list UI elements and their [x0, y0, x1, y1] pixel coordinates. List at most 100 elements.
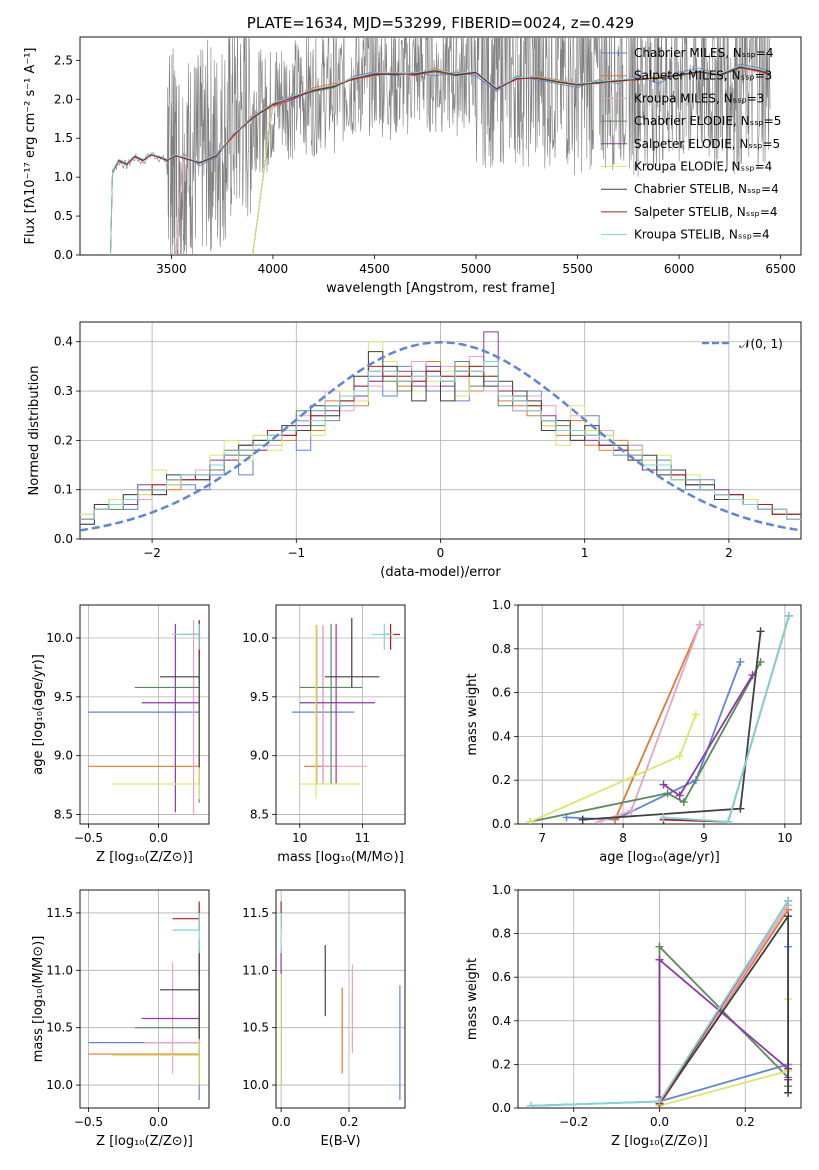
weight-point-marker — [691, 710, 700, 719]
legend: Chabrier MILES, Nₛₛₚ=4 Salpeter MILES, Nₛ… — [601, 46, 781, 242]
x-tick-label: 0.0 — [149, 831, 168, 845]
y-tick-label: 11.5 — [242, 906, 269, 920]
legend-label: 𝒩(0, 1) — [739, 337, 783, 351]
y-tick-label: 1.0 — [492, 598, 511, 612]
x-tick-label: 0.2 — [339, 1115, 358, 1129]
weight-line — [529, 661, 762, 823]
weight-line — [658, 944, 789, 1104]
weight-point-marker — [736, 657, 745, 666]
x-tick-label: 10 — [777, 831, 792, 845]
y-tick-label: 0.1 — [54, 483, 73, 497]
y-tick-label: 11.5 — [46, 906, 73, 920]
y-tick-label: 0.0 — [54, 532, 73, 546]
y-tick-label: 0.8 — [492, 642, 511, 656]
axes-frame — [275, 604, 406, 825]
weight-line — [614, 624, 701, 820]
axes-frame — [517, 604, 802, 825]
y-axis-label: Normed distribution — [27, 366, 42, 496]
weight-point-marker — [784, 896, 793, 905]
x-tick-label: 9 — [700, 831, 708, 845]
axes-frame — [79, 889, 210, 1109]
plot-area — [291, 617, 400, 800]
y-tick-label: 0.0 — [492, 817, 511, 831]
x-tick-label: 0.0 — [650, 1115, 669, 1129]
axes-frame — [79, 321, 802, 540]
y-tick-label: 8.5 — [54, 808, 73, 822]
y-tick-label: 10.5 — [46, 1021, 73, 1035]
y-tick-label: 11.0 — [46, 963, 73, 977]
weight-point-marker — [784, 611, 793, 620]
x-tick-label: 8 — [619, 831, 627, 845]
weight-point-marker — [736, 804, 745, 813]
weight-point-marker — [526, 817, 535, 824]
panel-age-vs-Z: −0.5 0.0 8.5 9.0 9.5 10.0 Z [log₁₀(Z/Z⊙)] age [… — [31, 604, 210, 865]
y-tick-label: 9.5 — [250, 690, 269, 704]
x-axis-label: Z [log₁₀(Z/Z⊙)] — [611, 1134, 708, 1149]
axes-frame — [79, 604, 210, 825]
y-tick-label: 10.0 — [46, 1078, 73, 1092]
legend-label: Salpeter MILES, Nₛₛₚ=3 — [634, 69, 772, 83]
x-tick-label: 0.0 — [272, 1115, 291, 1129]
y-tick-label: 10.0 — [242, 1078, 269, 1092]
weight-point-marker — [724, 817, 733, 824]
x-tick-label: 11 — [355, 831, 370, 845]
y-axis-label: mass weight — [465, 673, 480, 755]
x-axis-label: (data-model)/error — [380, 565, 501, 580]
x-axis-label: Z [log₁₀(Z/Z⊙)] — [96, 1134, 193, 1149]
plot-area — [526, 611, 793, 824]
weight-line — [598, 624, 701, 823]
panel-spectrum: 3500 4000 4500 5000 5500 6000 6500 0.0 0.5 1.0 1.5… — [23, 14, 802, 296]
weight-point-marker — [679, 798, 688, 807]
weight-point-marker — [675, 752, 684, 761]
y-tick-label: 0.5 — [54, 209, 73, 223]
y-tick-label: 0.8 — [492, 927, 511, 941]
weight-point-marker — [578, 815, 587, 824]
weight-point-marker — [695, 620, 704, 629]
x-axis-label: wavelength [Angstrom, rest frame] — [326, 281, 555, 296]
legend-label: Chabrier ELODIE, Nₛₛₚ=5 — [634, 114, 781, 128]
x-tick-label: −1 — [287, 546, 305, 560]
x-tick-label: 5000 — [461, 262, 492, 276]
y-tick-label: 8.5 — [250, 808, 269, 822]
weight-point-marker — [756, 627, 765, 636]
weight-line — [662, 674, 754, 797]
y-tick-label: 10.0 — [242, 631, 269, 645]
weight-point-marker — [659, 813, 668, 822]
chart-title: PLATE=1634, MJD=53299, FIBERID=0024, z=0… — [247, 14, 634, 32]
x-tick-label: 0.0 — [149, 1115, 168, 1129]
y-tick-label: 0.2 — [492, 1057, 511, 1071]
y-axis-label: age [log₁₀(age/yr)] — [31, 654, 46, 775]
y-tick-label: 0.4 — [492, 729, 511, 743]
panel-age-vs-mass: 10 11 8.5 9.0 9.5 10.0 mass [log₁₀(M/M⊙)] — [242, 604, 406, 865]
y-tick-label: 10.0 — [46, 631, 73, 645]
panel-mass-weight-vs-age: 7 8 9 10 0.0 0.2 0.4 0.6 0.8 1.0 age [log₁₀(age/yr… — [465, 598, 802, 865]
y-tick-label: 11.0 — [242, 963, 269, 977]
x-tick-label: −0.5 — [74, 831, 103, 845]
weight-point-marker — [659, 780, 668, 789]
weight-point-marker — [627, 806, 636, 815]
x-tick-label: 2 — [725, 546, 733, 560]
x-tick-label: 7 — [538, 831, 546, 845]
y-tick-label: 0.4 — [54, 335, 73, 349]
legend-label: Salpeter STELIB, Nₛₛₚ=4 — [634, 205, 778, 219]
x-tick-label: 4000 — [258, 262, 289, 276]
model-line — [110, 66, 771, 255]
legend-label: Salpeter ELODIE, Nₛₛₚ=5 — [634, 137, 780, 151]
legend: 𝒩(0, 1) — [702, 337, 783, 351]
x-tick-label: 5500 — [562, 262, 593, 276]
legend-label: Chabrier MILES, Nₛₛₚ=4 — [634, 46, 774, 60]
plot-area — [280, 901, 401, 1100]
y-tick-label: 0.2 — [54, 433, 73, 447]
x-axis-label: Z [log₁₀(Z/Z⊙)] — [96, 850, 193, 865]
weight-point-marker — [655, 955, 664, 964]
plot-area — [110, 37, 771, 255]
plot-area — [88, 620, 201, 815]
panel-residuals: −2 −1 0 1 2 0.0 0.1 0.2 0.3 0.4 (data-model)/error… — [27, 321, 802, 580]
y-axis-label: mass weight — [465, 958, 480, 1040]
weight-point-marker — [784, 912, 793, 921]
y-tick-label: 1.5 — [54, 131, 73, 145]
y-tick-label: 0.3 — [54, 384, 73, 398]
x-tick-label: −0.5 — [74, 1115, 103, 1129]
x-tick-label: 0.2 — [736, 1115, 755, 1129]
